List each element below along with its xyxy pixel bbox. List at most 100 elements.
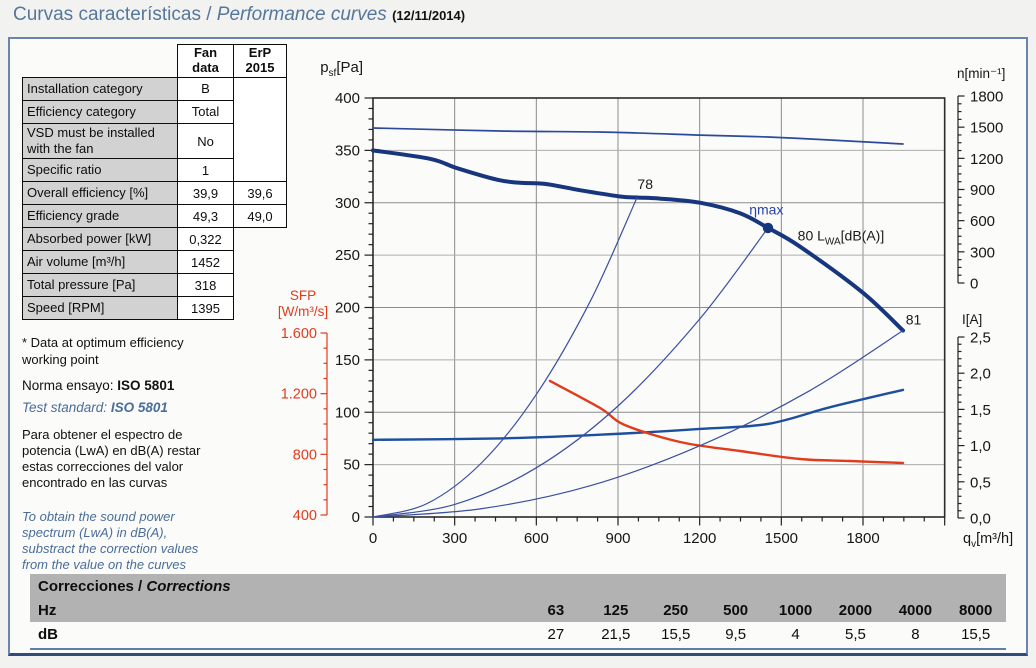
note-paragraph-english: To obtain the sound power spectrum (LwA)… [22,509,199,572]
fan-table-row: Efficiency category Total [22,99,287,124]
erp-row-value: 49,0 [233,204,287,229]
note-optimum-efficiency: * Data at optimum efficiency working poi… [22,335,184,367]
svg-text:800: 800 [293,447,317,463]
fan-row-value: Total [177,99,234,124]
svg-text:0: 0 [970,276,978,293]
svg-text:1200: 1200 [683,530,716,547]
frequency-value: 125 [585,599,646,622]
svg-text:1800: 1800 [846,530,879,547]
current-curve [371,388,905,442]
fan-table-row: Specific ratio 1 [22,158,287,183]
svg-text:0: 0 [352,509,360,526]
fan-table-row: VSD must be installed with the fan No [22,122,287,160]
corrections-title-es: Correcciones / [38,578,143,595]
corrections-table: Correcciones / Corrections Hz 63 125 250 500… [30,574,1006,647]
svg-text:qv[m³/h]: qv[m³/h] [963,531,1013,550]
speed-curve [372,127,904,145]
svg-text:100: 100 [335,404,360,421]
erp-merged-empty-cell [233,76,287,183]
fan-row-label: Total pressure [Pa] [22,273,178,298]
svg-text:350: 350 [335,142,360,159]
fan-table-header-row: Fan data ErP 2015 [23,44,287,78]
svg-text:psf[Pa]: psf[Pa] [320,59,363,79]
svg-text:SFP: SFP [290,288,316,303]
svg-text:0: 0 [369,530,377,547]
lwa-81-line [372,329,904,518]
corrections-title-row: Correcciones / Corrections [30,574,1006,599]
fan-row-label: Speed [RPM] [22,296,178,321]
static-pressure-curve [371,148,905,333]
svg-text:[W/m³/s]: [W/m³/s] [278,304,328,319]
chart-labels: 400 350 300 250 200 150 100 50 0 psf[Pa] 0 300 600 90… [278,59,1013,550]
fan-table-row: Total pressure [Pa] 318 [22,273,287,298]
corrections-title-en: Corrections [142,578,231,595]
label-80-lwa: 80 LWA[dB(A)] [798,227,885,247]
label-eta-max: ηmax [749,201,783,217]
fan-row-label: Absorbed power [kW] [22,227,178,252]
fan-row-value: 39,9 [177,181,234,206]
corrections-title: Correcciones / Corrections [30,574,1006,599]
fan-table-row: Absorbed power [kW] 0,322 [22,227,287,252]
fan-row-value: 1 [177,158,234,183]
svg-text:0,5: 0,5 [970,474,991,491]
svg-text:1200: 1200 [970,151,1003,168]
fan-row-value: 0,322 [177,227,234,252]
label-81: 81 [906,311,922,327]
correction-value: 8 [885,622,946,647]
svg-text:400: 400 [293,508,317,524]
svg-text:600: 600 [970,213,995,230]
svg-text:1,5: 1,5 [970,402,991,419]
norma-value: ISO 5801 [117,378,175,393]
performance-chart: 400 350 300 250 200 150 100 50 0 psf[Pa] 0 300 600 90… [278,59,1013,550]
title-date: (12/11/2014) [392,8,466,23]
eta-max-point [762,222,774,234]
fan-row-label: Overall efficiency [%] [22,181,178,206]
fan-table-row: Efficiency grade 49,3 49,0 [22,204,287,229]
db-row-label: dB [30,622,526,647]
correction-value: 21,5 [585,622,646,647]
svg-text:150: 150 [335,352,360,369]
frequency-value: 4000 [885,599,946,622]
frequency-value: 250 [645,599,706,622]
svg-text:1800: 1800 [970,89,1003,106]
svg-text:1500: 1500 [765,530,798,547]
svg-text:300: 300 [970,244,995,261]
label-78: 78 [637,176,653,192]
chart-axes [320,95,965,526]
fan-row-value: 1452 [177,250,234,275]
fan-row-label: Efficiency grade [22,204,178,229]
lwa-80-line [372,227,769,518]
note-paragraph-spanish: Para obtener el espectro de potencia (Lw… [22,427,201,490]
svg-text:1.200: 1.200 [281,387,317,403]
svg-text:50: 50 [343,457,360,474]
fan-row-label: Efficiency category [22,99,178,124]
chart-curves [371,127,905,518]
chart-grid [373,98,945,517]
svg-text:2,0: 2,0 [970,366,991,383]
frequency-value: 8000 [945,599,1006,622]
frequency-row: Hz 63 125 250 500 1000 2000 4000 8000 [30,599,1006,622]
fan-table-row: Installation category B [22,76,287,183]
correction-value: 15,5 [945,622,1006,647]
page-title: Curvas características / Performance cur… [13,4,465,26]
fan-row-label: VSD must be installed with the fan [22,122,178,160]
svg-text:1,0: 1,0 [970,438,991,455]
fan-table-row: Air volume [m³/h] 1452 [22,250,287,275]
hz-row-label: Hz [30,599,526,622]
fan-row-label: Air volume [m³/h] [22,250,178,275]
fan-row-value: B [177,76,234,101]
correction-value: 4 [765,622,826,647]
fan-table-row: Overall efficiency [%] 39,9 39,6 [22,181,287,206]
norma-label: Norma ensayo: [22,378,118,393]
svg-text:900: 900 [605,530,630,547]
frequency-value: 2000 [825,599,886,622]
title-english: Performance curves [216,4,387,25]
lwa-78-line [372,196,638,518]
sfp-curve [548,379,905,465]
fan-table-corner [23,45,178,78]
svg-text:2,5: 2,5 [970,330,991,347]
test-label: Test standard: [22,400,111,415]
fan-row-value: No [177,122,234,160]
svg-text:1500: 1500 [970,120,1003,137]
